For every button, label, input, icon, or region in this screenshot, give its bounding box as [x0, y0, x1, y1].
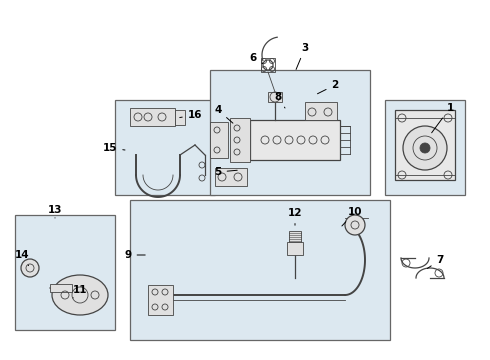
Text: 12: 12 — [288, 208, 302, 225]
Text: 2: 2 — [318, 80, 339, 94]
Bar — [50, 284, 72, 292]
Bar — [130, 108, 175, 126]
Bar — [130, 200, 390, 340]
Text: 8: 8 — [274, 92, 285, 108]
Text: 6: 6 — [249, 53, 263, 64]
Bar — [305, 102, 337, 120]
Bar — [148, 285, 173, 315]
Bar — [15, 215, 115, 330]
Circle shape — [420, 143, 430, 153]
Text: 9: 9 — [124, 250, 145, 260]
Bar — [210, 70, 370, 195]
Bar — [261, 58, 275, 72]
Circle shape — [345, 215, 365, 235]
Bar — [210, 122, 228, 158]
Bar — [385, 100, 465, 195]
Bar — [250, 120, 340, 160]
Bar — [175, 110, 185, 125]
Bar — [215, 168, 247, 186]
Text: 16: 16 — [180, 110, 202, 120]
Text: 15: 15 — [103, 143, 125, 153]
Bar — [287, 242, 303, 255]
Text: 7: 7 — [427, 255, 443, 269]
Text: 1: 1 — [432, 103, 454, 133]
Circle shape — [403, 126, 447, 170]
Text: 14: 14 — [15, 250, 29, 266]
Text: 11: 11 — [73, 285, 87, 298]
Text: 5: 5 — [215, 167, 237, 177]
Text: 4: 4 — [214, 105, 233, 123]
Bar — [268, 92, 282, 102]
Bar — [395, 110, 455, 180]
Ellipse shape — [52, 275, 108, 315]
Bar — [115, 100, 215, 195]
Circle shape — [21, 259, 39, 277]
Bar — [230, 118, 250, 162]
Bar — [289, 231, 301, 242]
Text: 3: 3 — [296, 43, 309, 69]
Text: 13: 13 — [48, 205, 62, 218]
Text: 10: 10 — [342, 207, 362, 226]
